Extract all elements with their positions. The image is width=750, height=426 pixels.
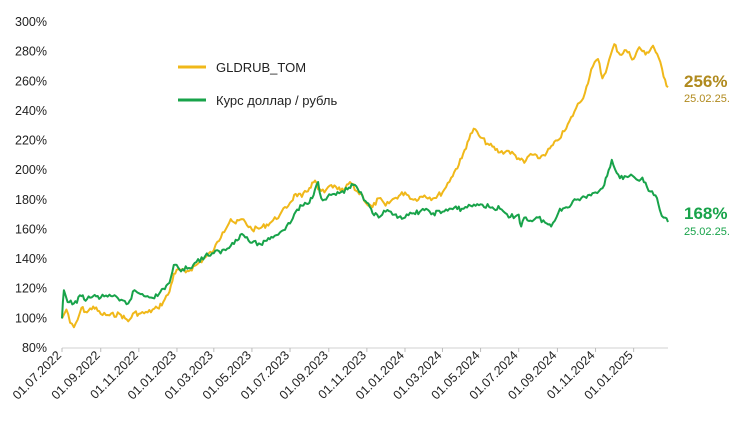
y-axis: 80% 100% 120% 140% 160% 180% 200% 220% 240% 260% 2…: [15, 15, 47, 355]
end-value-gldrub: 256%: [684, 72, 727, 91]
y-tick-label: 300%: [15, 15, 47, 29]
series-line-gldrub: [61, 43, 669, 329]
y-tick-label: 80%: [22, 341, 47, 355]
series-line-usdrub: [61, 158, 669, 319]
end-date-gldrub: 25.02.25.: [684, 93, 730, 105]
y-tick-label: 140%: [15, 252, 47, 266]
x-axis: 01.07.202201.09.202201.11.202201.01.2023…: [10, 347, 668, 402]
series-lines: [61, 43, 669, 329]
y-tick-label: 220%: [15, 134, 47, 148]
legend-label-usdrub: Курс доллар / рубль: [216, 93, 337, 108]
y-tick-label: 180%: [15, 193, 47, 207]
y-tick-label: 280%: [15, 45, 47, 59]
y-tick-label: 160%: [15, 222, 47, 236]
y-tick-label: 120%: [15, 282, 47, 296]
end-labels: 256% 25.02.25. 168% 25.02.25.: [684, 72, 730, 238]
end-value-usdrub: 168%: [684, 204, 727, 223]
y-tick-label: 240%: [15, 104, 47, 118]
legend: GLDRUB_TOM Курс доллар / рубль: [178, 60, 337, 108]
y-tick-label: 100%: [15, 311, 47, 325]
end-date-usdrub: 25.02.25.: [684, 226, 730, 238]
y-tick-label: 200%: [15, 163, 47, 177]
y-tick-label: 260%: [15, 74, 47, 88]
legend-label-gldrub: GLDRUB_TOM: [216, 60, 306, 75]
